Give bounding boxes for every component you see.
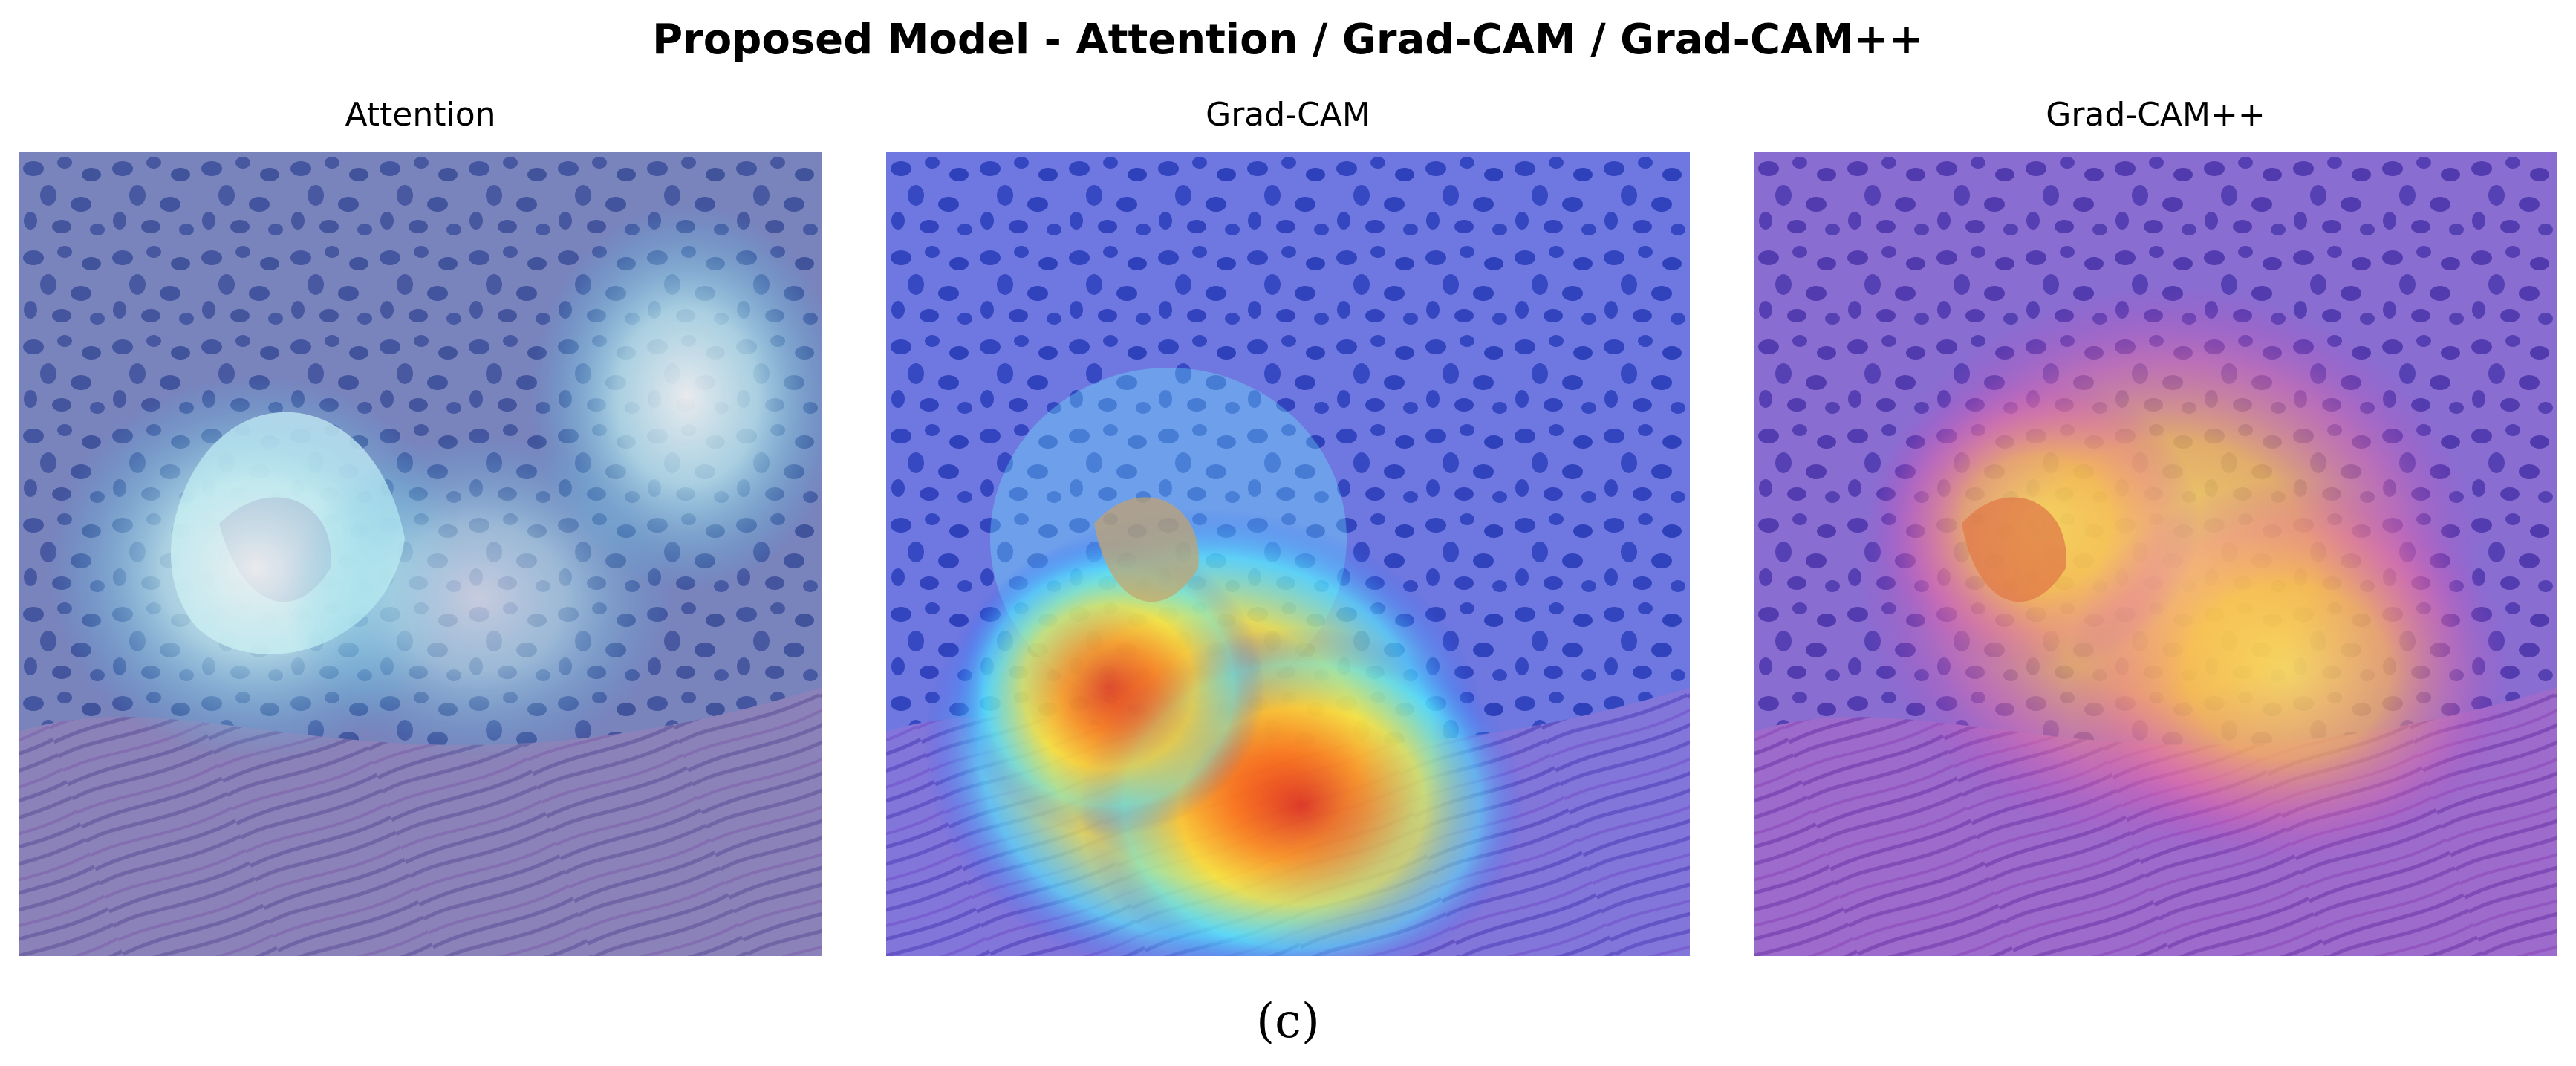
- figure-caption: (c): [1256, 994, 1320, 1049]
- figure-title: Proposed Model - Attention / Grad-CAM / …: [652, 16, 1924, 64]
- gradcampp-panel-title: Grad-CAM++: [2046, 96, 2266, 134]
- gradcam-map: [886, 152, 1690, 956]
- gradcampp-map: [1754, 152, 2557, 956]
- attention-map: [19, 152, 822, 956]
- gradcam-panel-title: Grad-CAM: [1206, 96, 1370, 134]
- attention-panel-title: Attention: [345, 96, 496, 134]
- gradcampp-panel: [1754, 152, 2557, 956]
- attention-panel: [19, 152, 822, 956]
- gradcam-panel: [886, 152, 1690, 956]
